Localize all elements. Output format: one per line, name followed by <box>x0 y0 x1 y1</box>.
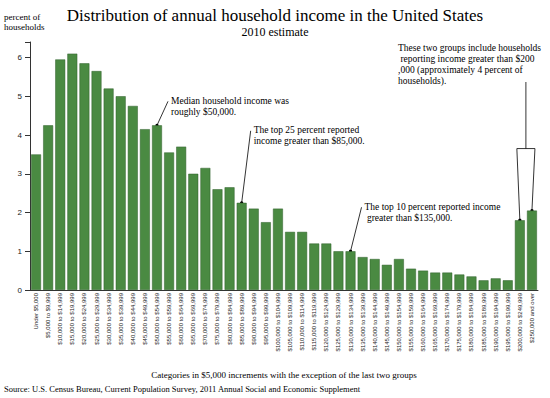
svg-text:$175,000 to $179,999: $175,000 to $179,999 <box>456 292 462 351</box>
svg-text:Source: U.S. Census Bureau, Cu: Source: U.S. Census Bureau, Current Popu… <box>4 384 361 394</box>
svg-text:$155,000 to $159,999: $155,000 to $159,999 <box>408 292 414 351</box>
svg-text:$120,000 to $124,999: $120,000 to $124,999 <box>323 292 329 351</box>
svg-text:2: 2 <box>18 208 23 217</box>
svg-text:$135,000 to $139,999: $135,000 to $139,999 <box>360 292 366 351</box>
svg-text:$65,000 to $69,999: $65,000 to $69,999 <box>190 292 196 344</box>
svg-text:$30,000 to $34,999: $30,000 to $34,999 <box>106 292 112 344</box>
svg-text:$180,000 to $184,999: $180,000 to $184,999 <box>468 292 474 351</box>
svg-text:2010 estimate: 2010 estimate <box>242 25 309 39</box>
svg-text:percent of: percent of <box>4 12 42 22</box>
svg-text:5: 5 <box>18 92 23 101</box>
svg-text:1: 1 <box>18 247 23 256</box>
svg-text:$110,000 to $114,999: $110,000 to $114,999 <box>299 292 305 350</box>
svg-text:$140,000 to $144,999: $140,000 to $144,999 <box>372 292 378 351</box>
svg-text:$15,000 to $19,999: $15,000 to $19,999 <box>69 292 75 344</box>
svg-text:$170,000 to $174,999: $170,000 to $174,999 <box>444 292 450 351</box>
svg-text:$115,000 to $119,999: $115,000 to $119,999 <box>311 292 317 350</box>
svg-text:$200,000 to $249,999: $200,000 to $249,999 <box>517 292 523 351</box>
svg-text:$50,000 to $54,999: $50,000 to $54,999 <box>154 292 160 344</box>
svg-text:$85,000 to $89,999: $85,000 to $89,999 <box>239 292 245 344</box>
svg-text:$190,000 to $194,999: $190,000 to $194,999 <box>493 292 499 351</box>
svg-text:income greater than $85,000.: income greater than $85,000. <box>254 136 365 146</box>
svg-text:$35,000 to $39,999: $35,000 to $39,999 <box>118 292 124 344</box>
svg-text:households: households <box>4 22 45 32</box>
svg-text:$160,000 to $164,999: $160,000 to $164,999 <box>420 292 426 351</box>
svg-text:Distribution of annual househo: Distribution of annual household income … <box>67 6 483 25</box>
svg-text:6: 6 <box>18 53 23 62</box>
svg-text:$70,000 to $74,999: $70,000 to $74,999 <box>202 292 208 344</box>
svg-text:$100,000 to $104,999: $100,000 to $104,999 <box>275 292 281 351</box>
svg-text:Median household income was: Median household income was <box>171 96 291 106</box>
svg-text:Categories in $5,000 increment: Categories in $5,000 increments with the… <box>151 370 417 380</box>
svg-text:$5,000 to $9,999: $5,000 to $9,999 <box>45 292 51 338</box>
svg-text:$145,000 to $149,999: $145,000 to $149,999 <box>384 292 390 351</box>
svg-text:$185,000 to $189,999: $185,000 to $189,999 <box>481 292 487 351</box>
svg-text:$55,000 to $59,999: $55,000 to $59,999 <box>166 292 172 344</box>
svg-text:$20,000 to $24,999: $20,000 to $24,999 <box>81 292 87 344</box>
svg-text:households).: households). <box>398 76 446 87</box>
svg-text:$150,000 to $154,999: $150,000 to $154,999 <box>396 292 402 351</box>
svg-text:$195,000 to $199,999: $195,000 to $199,999 <box>505 292 511 351</box>
svg-text:4: 4 <box>18 131 23 140</box>
svg-text:3: 3 <box>18 169 23 178</box>
svg-text:reporting income greater than: reporting income greater than $200 <box>398 54 535 64</box>
svg-text:$165,000 to $169,999: $165,000 to $169,999 <box>432 292 438 351</box>
svg-text:The top 25 percent reported: The top 25 percent reported <box>254 125 362 135</box>
svg-text:$125,000 to $129,999: $125,000 to $129,999 <box>335 292 341 351</box>
svg-text:$105,000 to $109,999: $105,000 to $109,999 <box>287 292 293 351</box>
svg-text:$45,000 to $49,999: $45,000 to $49,999 <box>142 292 148 344</box>
svg-text:$40,000 to $44,999: $40,000 to $44,999 <box>130 292 136 344</box>
svg-text:Under $5,000: Under $5,000 <box>33 292 39 329</box>
svg-text:$60,000 to $64,999: $60,000 to $64,999 <box>178 292 184 344</box>
svg-text:$80,000 to $84,999: $80,000 to $84,999 <box>227 292 233 344</box>
svg-text:These two groups include house: These two groups include households <box>398 43 541 53</box>
svg-text:$10,000 to $14,999: $10,000 to $14,999 <box>57 292 63 344</box>
svg-text:,000 (approximately 4 percent: ,000 (approximately 4 percent of <box>398 65 525 76</box>
svg-text:greater than $135,000.: greater than $135,000. <box>365 213 453 223</box>
svg-text:roughly $50,000.: roughly $50,000. <box>171 107 236 117</box>
svg-text:0: 0 <box>18 286 23 295</box>
svg-text:The top 10 percent reported in: The top 10 percent reported income <box>365 202 501 212</box>
svg-text:$130,000 to $134,999: $130,000 to $134,999 <box>348 292 354 351</box>
svg-text:$25,000 to $29,999: $25,000 to $29,999 <box>94 292 100 344</box>
svg-text:$90,000 to $94,999: $90,000 to $94,999 <box>251 292 257 344</box>
svg-text:$250,000 and over: $250,000 and over <box>529 293 535 343</box>
svg-text:$75,000 to $79,999: $75,000 to $79,999 <box>214 292 220 344</box>
svg-text:$95,000 to $99,999: $95,000 to $99,999 <box>263 292 269 344</box>
